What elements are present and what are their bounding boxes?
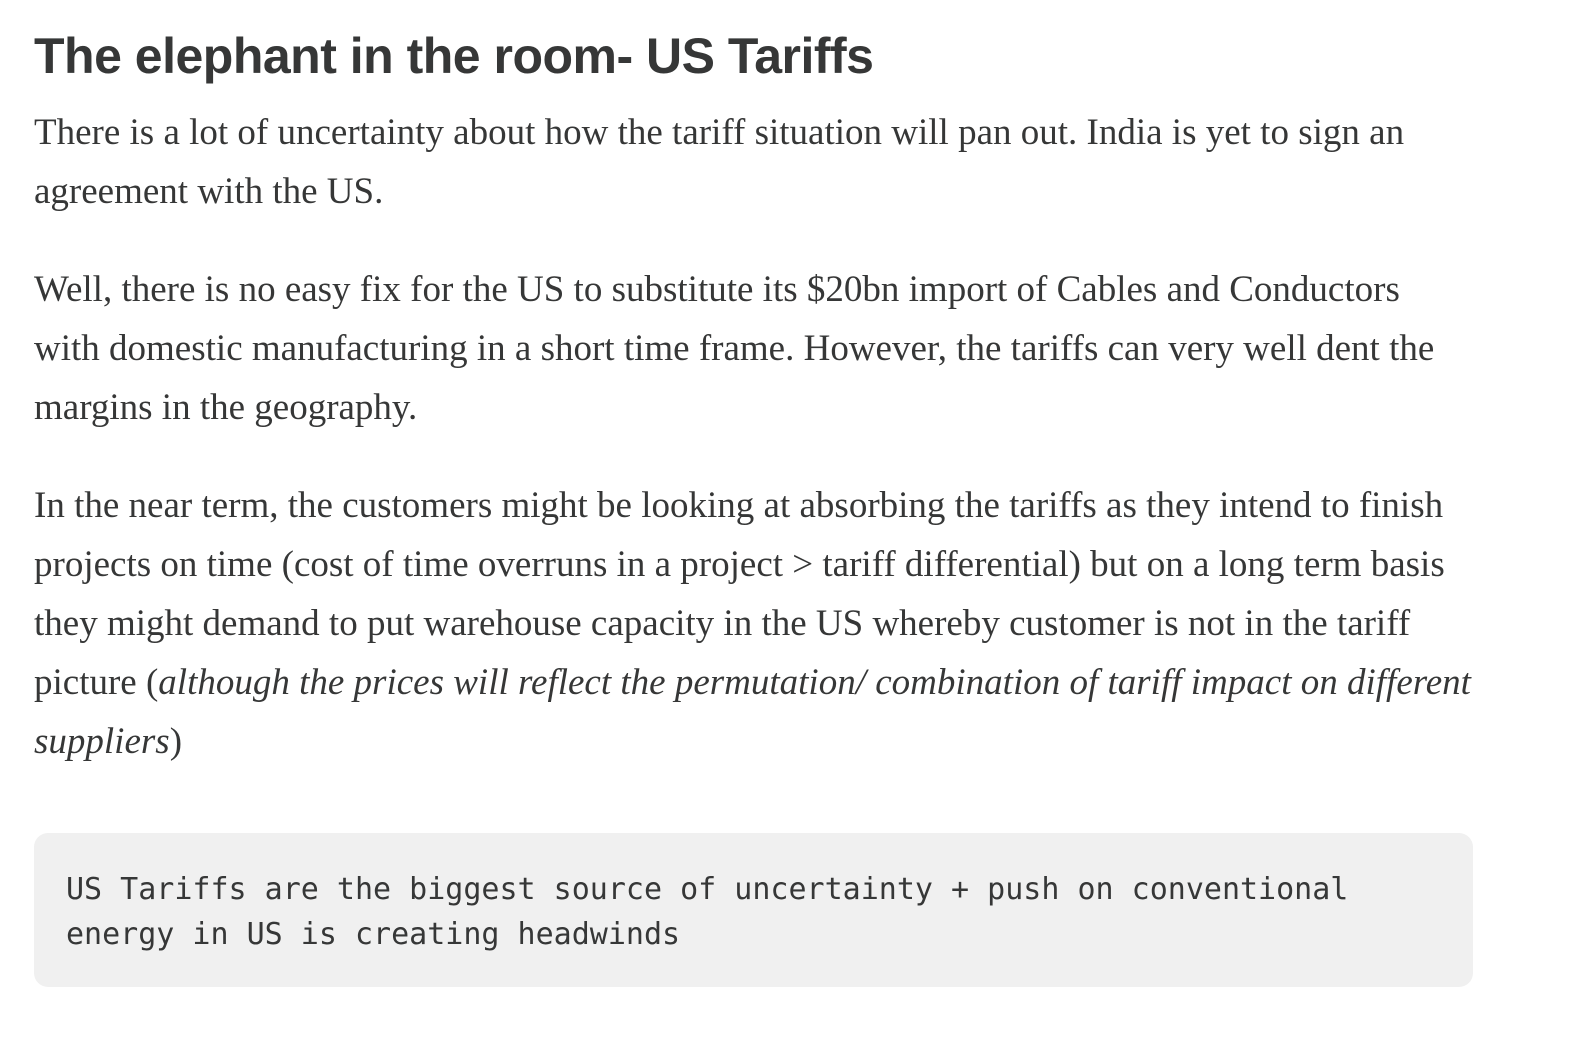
- paragraph-near-term-close: ): [169, 721, 183, 762]
- paragraph-import-substitution: Well, there is no easy fix for the US to…: [34, 269, 1435, 428]
- section-heading: The elephant in the room- US Tariffs: [34, 28, 874, 84]
- paragraph-near-term: In the near term, the customers might be…: [34, 476, 1474, 771]
- paragraph-near-term-text: In the near term, the customers might be…: [34, 485, 1445, 703]
- code-block: US Tariffs are the biggest source of unc…: [34, 833, 1473, 987]
- paragraph-near-term-italic: although the prices will reflect the per…: [34, 662, 1471, 762]
- code-block-text: US Tariffs are the biggest source of unc…: [66, 872, 1367, 952]
- article-section: The elephant in the room- US Tariffs The…: [34, 0, 1474, 987]
- paragraph-uncertainty: There is a lot of uncertainty about how …: [34, 112, 1405, 212]
